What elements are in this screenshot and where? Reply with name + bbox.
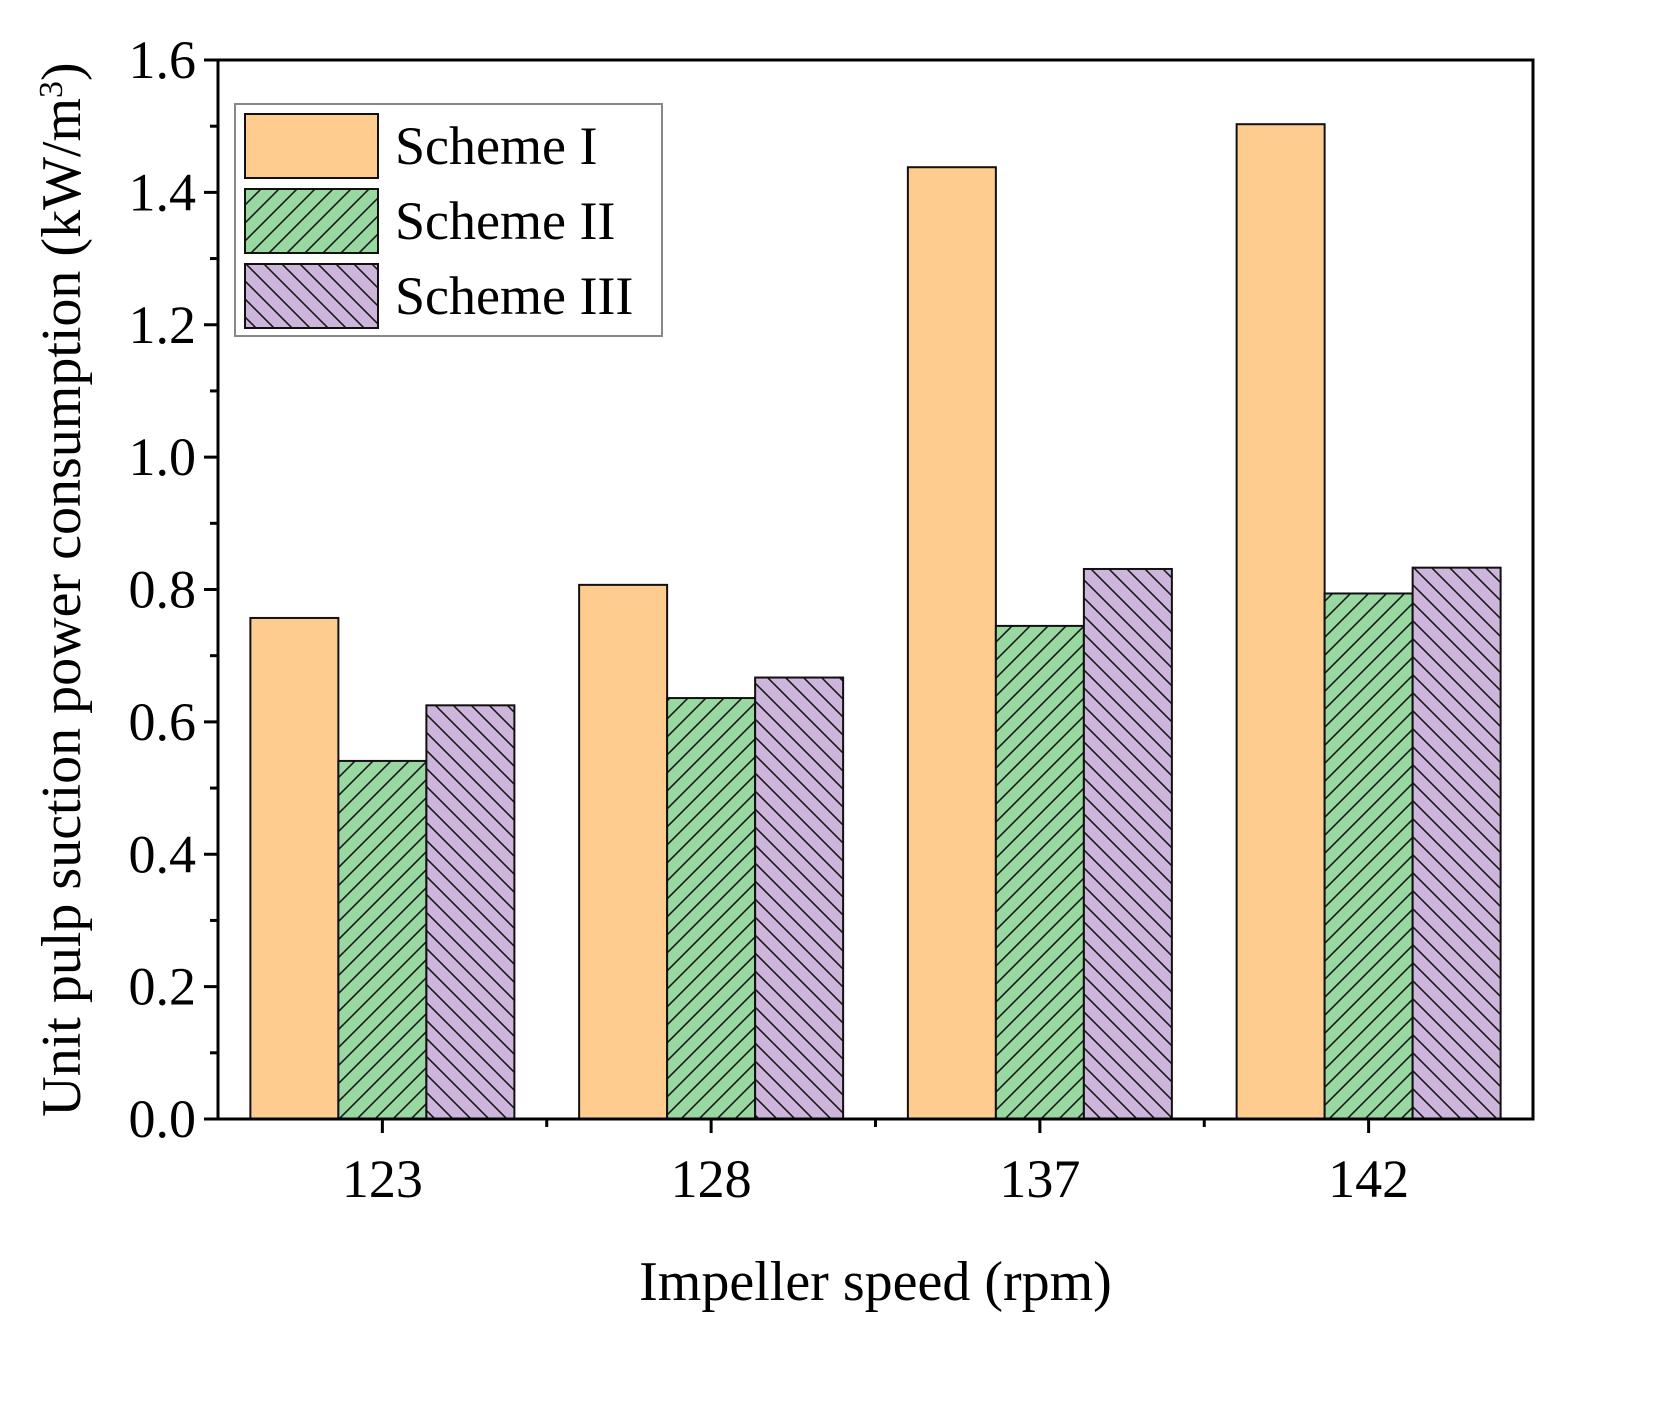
bar-scheme-ii-142 xyxy=(1323,592,1414,1120)
legend-swatch-scheme-ii xyxy=(244,188,379,254)
y-axis-title: Unit pulp suction power consumption (kW/… xyxy=(31,62,93,1116)
bar-fill xyxy=(579,584,668,1119)
legend-swatch-scheme-iii xyxy=(244,263,379,329)
y-tick-label: 1.2 xyxy=(129,295,197,355)
y-tick-label: 1.4 xyxy=(129,162,197,222)
bar-scheme-iii-123 xyxy=(425,704,516,1120)
x-tick-label: 128 xyxy=(671,1149,752,1209)
bar-scheme-ii-137 xyxy=(994,624,1085,1120)
legend: Scheme I Scheme II Scheme III xyxy=(234,103,663,337)
y-tick-label: 0.8 xyxy=(129,560,197,620)
y-tick-label: 0.2 xyxy=(129,957,197,1017)
legend-label: Scheme III xyxy=(395,266,633,326)
bar-scheme-iii-142 xyxy=(1411,566,1502,1120)
bar-scheme-iii-128 xyxy=(754,676,845,1120)
bar-fill xyxy=(250,617,339,1119)
legend-label: Scheme I xyxy=(395,116,597,176)
bar-fill xyxy=(907,167,996,1119)
bar-scheme-ii-123 xyxy=(337,759,428,1120)
y-tick-label: 1.6 xyxy=(129,30,197,90)
y-tick-label: 0.6 xyxy=(129,692,197,752)
bar-scheme-iii-137 xyxy=(1082,567,1173,1120)
x-tick-label: 123 xyxy=(342,1149,423,1209)
y-axis-title-superscript: 3 xyxy=(33,81,70,98)
y-axis-title-close: ) xyxy=(31,62,93,81)
y-tick-label: 0.0 xyxy=(129,1089,197,1149)
x-axis-title: Impeller speed (rpm) xyxy=(639,1251,1112,1313)
legend-label: Scheme II xyxy=(395,191,615,251)
bar-fill xyxy=(1236,124,1325,1119)
legend-swatch-fill xyxy=(245,114,378,178)
x-axis-ticks: 123 128 137 142 xyxy=(342,1119,1409,1209)
y-tick-label: 0.4 xyxy=(129,824,197,884)
x-tick-label: 137 xyxy=(999,1149,1080,1209)
y-axis-ticks: 0.0 0.2 0.4 0.6 0.8 1.0 1.2 1.4 1.6 xyxy=(129,30,218,1149)
bar-scheme-ii-128 xyxy=(666,697,757,1120)
x-tick-label: 142 xyxy=(1328,1149,1409,1209)
legend-swatch-scheme-i xyxy=(244,113,379,179)
y-axis-title-main: Unit pulp suction power consumption (kW/… xyxy=(31,98,93,1117)
y-tick-label: 1.0 xyxy=(129,427,197,487)
bar-group xyxy=(249,123,1502,1120)
